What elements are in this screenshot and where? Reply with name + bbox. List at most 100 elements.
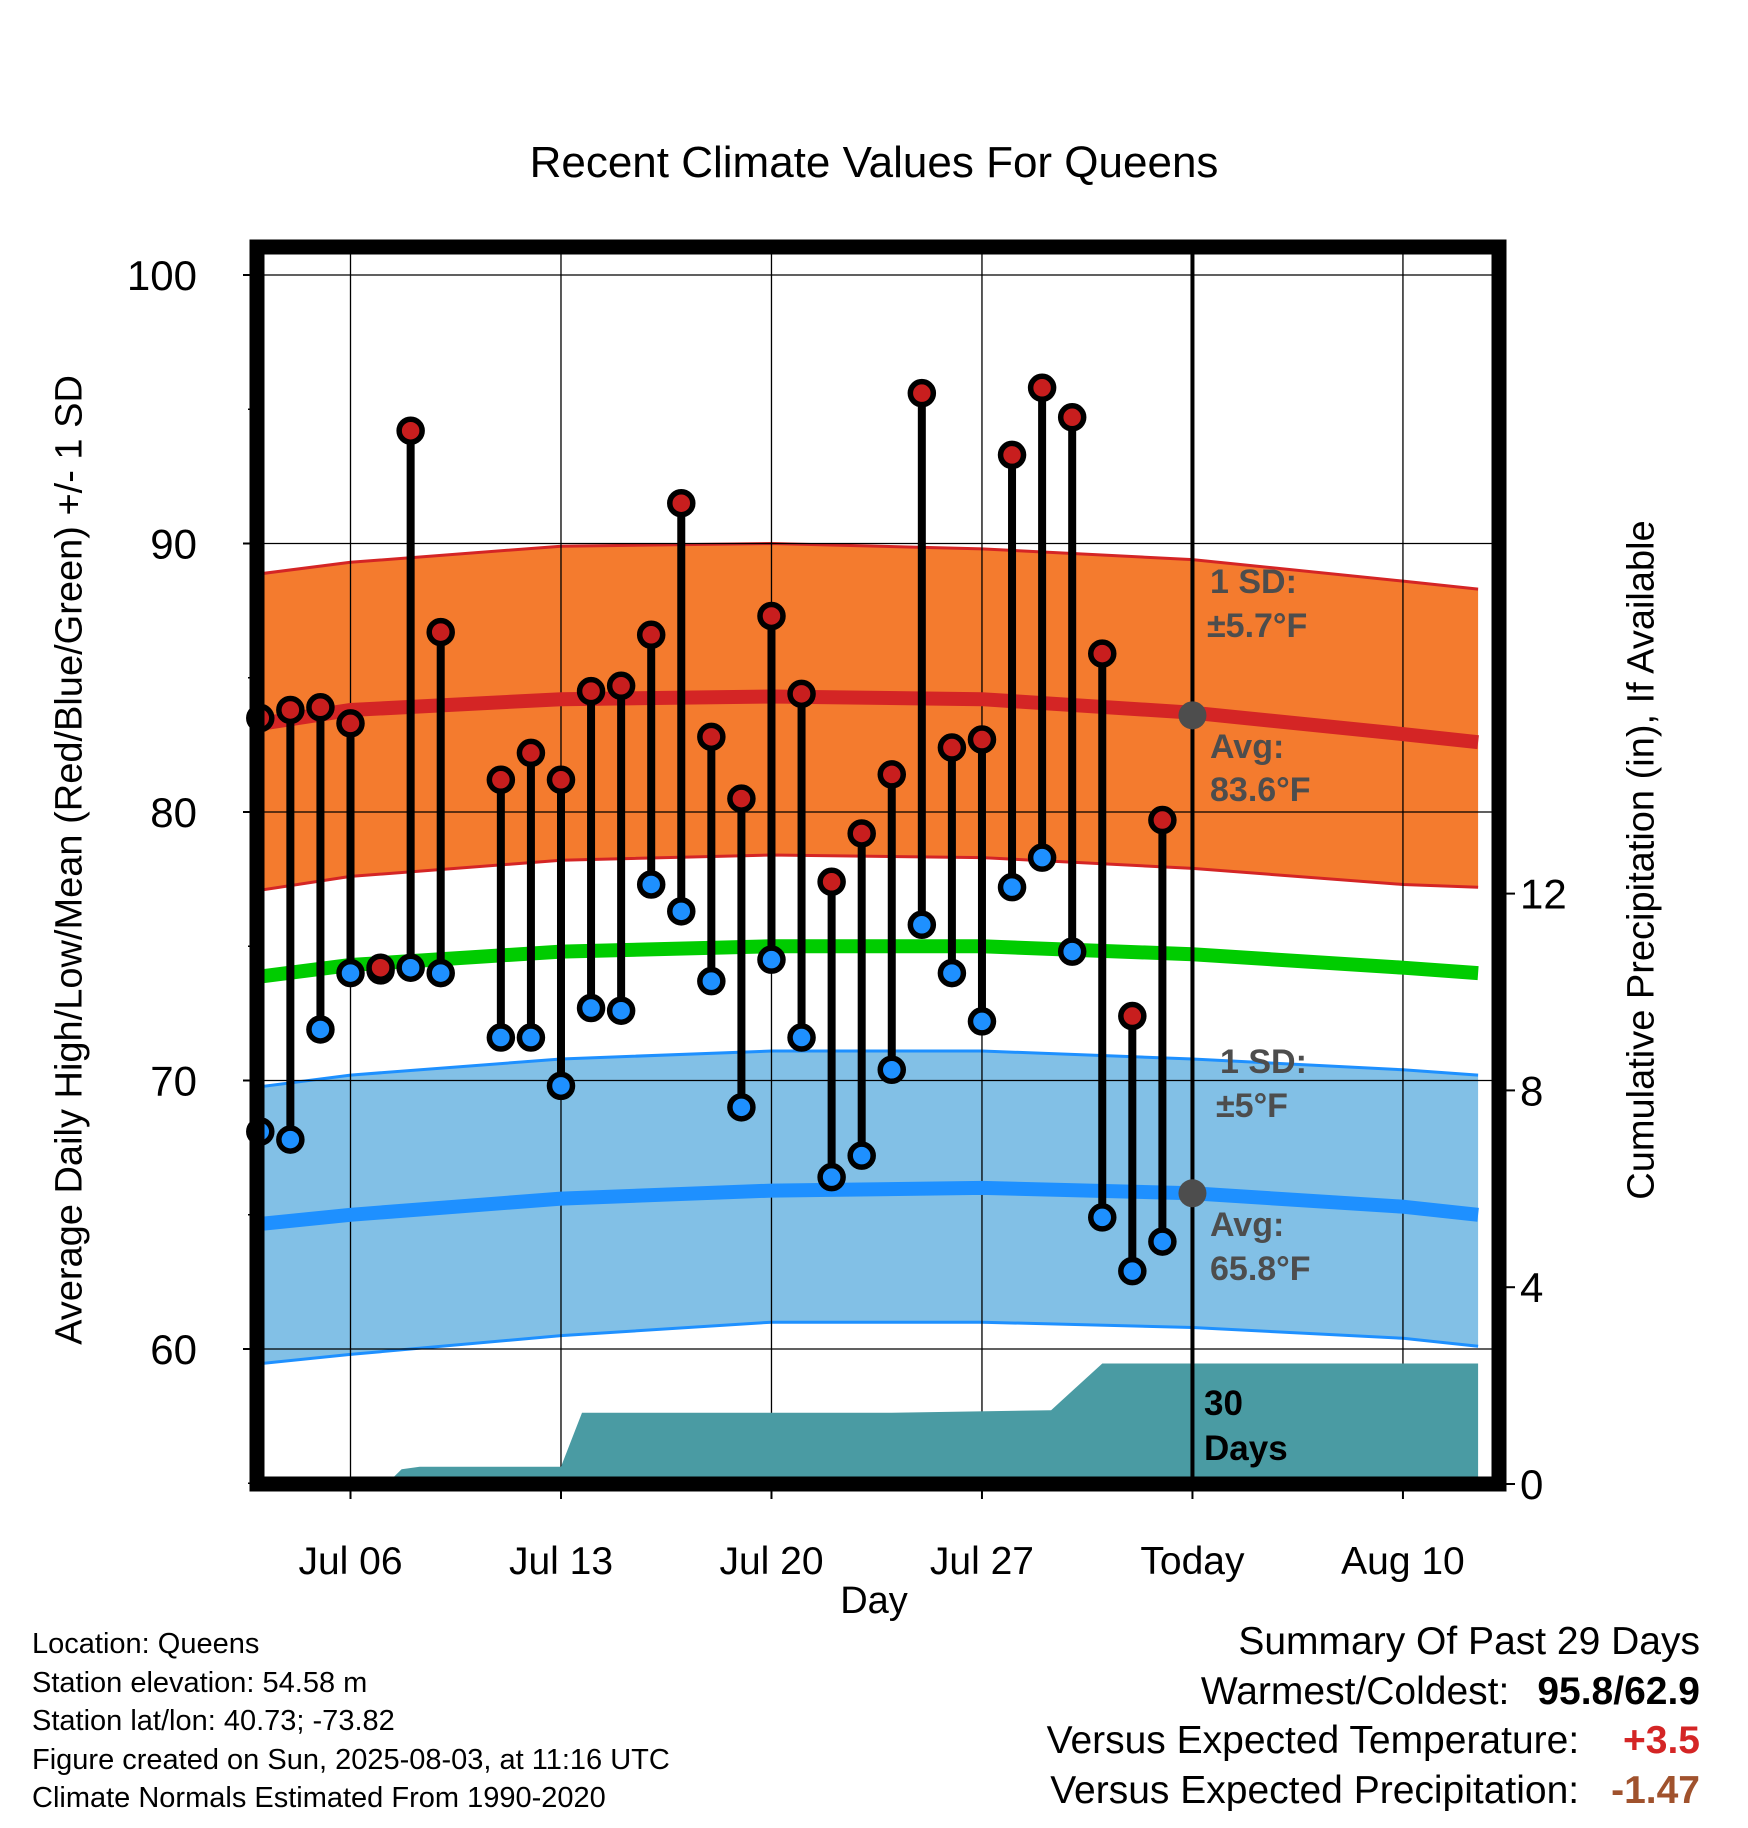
low-point-30 <box>1057 937 1087 966</box>
plot-border <box>249 239 1507 1492</box>
band-annotations: 1 SD: ±5.7°F Avg: 83.6°F 1 SD: ±5°F Avg: 65.8°F… <box>1204 563 1311 1468</box>
low-point-28 <box>997 872 1027 902</box>
summary-temp-row: Versus Expected Temperature: +3.5 <box>1047 1716 1700 1766</box>
y2-tick-label-12: 12 <box>1520 871 1567 918</box>
y-tick-label-60: 60 <box>150 1326 197 1373</box>
low-point-12 <box>516 1023 546 1052</box>
chart-title: Recent Climate Values For Queens <box>529 138 1219 187</box>
x-tick-label-1: Jul 13 <box>509 1540 613 1583</box>
today-avg-low-dot <box>1178 1179 1207 1208</box>
high-point-14 <box>576 676 606 706</box>
high-point-7 <box>366 953 395 982</box>
high-sd-lower-line <box>264 853 1479 892</box>
temp-anomaly-label: Versus Expected Temperature: <box>1046 1719 1580 1762</box>
today-marker <box>1178 247 1207 1484</box>
high-point-17 <box>667 488 696 518</box>
high-sd-title: 1 SD: <box>1210 563 1297 601</box>
low-sd-value: ±5°F <box>1216 1087 1288 1125</box>
low-point-21 <box>787 1023 816 1052</box>
low-point-11 <box>486 1023 516 1052</box>
high-point-28 <box>997 440 1027 470</box>
high-point-31 <box>1088 639 1117 668</box>
meta-created: Figure created on Sun, 2025-08-03, at 11… <box>32 1743 670 1776</box>
precip-days-number: 30 <box>1204 1384 1243 1423</box>
low-sd-upper-line <box>264 1049 1479 1088</box>
high-point-22 <box>817 867 846 897</box>
high-sd-upper-line <box>264 541 1479 591</box>
low-sd-lower-line <box>264 1320 1479 1365</box>
warmest-value: 95.8 <box>1537 1669 1614 1713</box>
meta-latlon: Station lat/lon: 40.73; -73.82 <box>32 1705 395 1738</box>
high-point-13 <box>546 765 576 795</box>
summary-panel: Summary Of Past 29 Days Warmest/Coldest:… <box>1047 1617 1700 1815</box>
high-point-21 <box>787 679 816 709</box>
high-point-18 <box>697 722 726 752</box>
high-avg-title: Avg: <box>1210 728 1284 766</box>
high-point-15 <box>606 671 636 701</box>
low-point-16 <box>636 870 666 899</box>
summary-warm-cold-row: Warmest/Coldest: 95.8/62.9 <box>1047 1667 1700 1717</box>
high-point-9 <box>426 617 455 647</box>
high-sd-value: ±5.7°F <box>1207 607 1307 645</box>
meta-elevation: Station elevation: 54.58 m <box>32 1666 368 1699</box>
meta-normals: Climate Normals Estimated From 1990-2020 <box>32 1782 606 1815</box>
high-point-4 <box>276 695 305 725</box>
low-point-5 <box>306 1015 335 1044</box>
high-point-30 <box>1057 403 1087 432</box>
low-point-27 <box>967 1007 997 1036</box>
low-point-4 <box>276 1125 305 1154</box>
low-point-19 <box>727 1093 756 1122</box>
plot-frame <box>249 239 1507 1492</box>
low-point-14 <box>576 993 606 1023</box>
precip-area <box>393 1363 1479 1477</box>
low-point-9 <box>426 958 455 988</box>
daily-range-sticks <box>246 373 1177 1286</box>
high-point-23 <box>847 819 876 848</box>
x-tick-label-2: Jul 20 <box>719 1540 823 1583</box>
precipitation-area <box>393 1363 1479 1477</box>
low-point-24 <box>877 1055 907 1085</box>
low-point-26 <box>937 958 967 988</box>
low-sd-band <box>264 1051 1479 1364</box>
warm-cold-label: Warmest/Coldest: <box>1200 1669 1510 1713</box>
high-point-12 <box>516 738 546 768</box>
low-point-33 <box>1148 1227 1177 1256</box>
low-point-23 <box>847 1141 876 1170</box>
low-point-15 <box>606 996 636 1025</box>
high-point-8 <box>396 416 425 445</box>
precip-days-word: Days <box>1204 1429 1288 1468</box>
precip-anomaly-label: Versus Expected Precipitation: <box>1050 1768 1580 1812</box>
temp-anomaly-value: +3.5 <box>1623 1719 1700 1762</box>
high-point-11 <box>486 765 516 795</box>
today-avg-high-dot <box>1178 701 1207 730</box>
high-point-5 <box>306 693 335 722</box>
low-point-29 <box>1027 843 1057 872</box>
high-avg-value: 83.6°F <box>1210 771 1311 809</box>
x-tick-label-0: Jul 06 <box>298 1540 402 1583</box>
high-point-25 <box>907 378 937 408</box>
low-point-25 <box>907 910 937 940</box>
summary-heading: Summary Of Past 29 Days <box>1238 1620 1700 1663</box>
y-tick-label-80: 80 <box>150 789 197 836</box>
avg-low-line <box>264 1180 1479 1231</box>
low-point-8 <box>396 953 425 982</box>
y-tick-label-100: 100 <box>127 252 197 299</box>
x-tick-label-5: Aug 10 <box>1341 1540 1465 1583</box>
y-axis-label: Average Daily High/Low/Mean (Red/Blue/Gr… <box>48 375 91 1345</box>
high-point-26 <box>937 733 967 762</box>
low-point-6 <box>336 958 365 988</box>
high-point-33 <box>1148 805 1177 835</box>
high-point-32 <box>1118 1001 1147 1031</box>
high-point-24 <box>877 760 907 789</box>
high-sd-band <box>264 543 1479 890</box>
y2-axis-label: Cumulative Precipitation (in), If Availa… <box>1620 520 1663 1200</box>
meta-location: Location: Queens <box>32 1628 260 1660</box>
high-point-29 <box>1027 373 1057 403</box>
low-point-32 <box>1118 1256 1147 1286</box>
high-point-20 <box>757 601 786 631</box>
low-point-20 <box>757 945 786 974</box>
summary-precip-row: Versus Expected Precipitation: -1.47 <box>1047 1766 1700 1816</box>
x-tick-label-4: Today <box>1140 1540 1245 1583</box>
